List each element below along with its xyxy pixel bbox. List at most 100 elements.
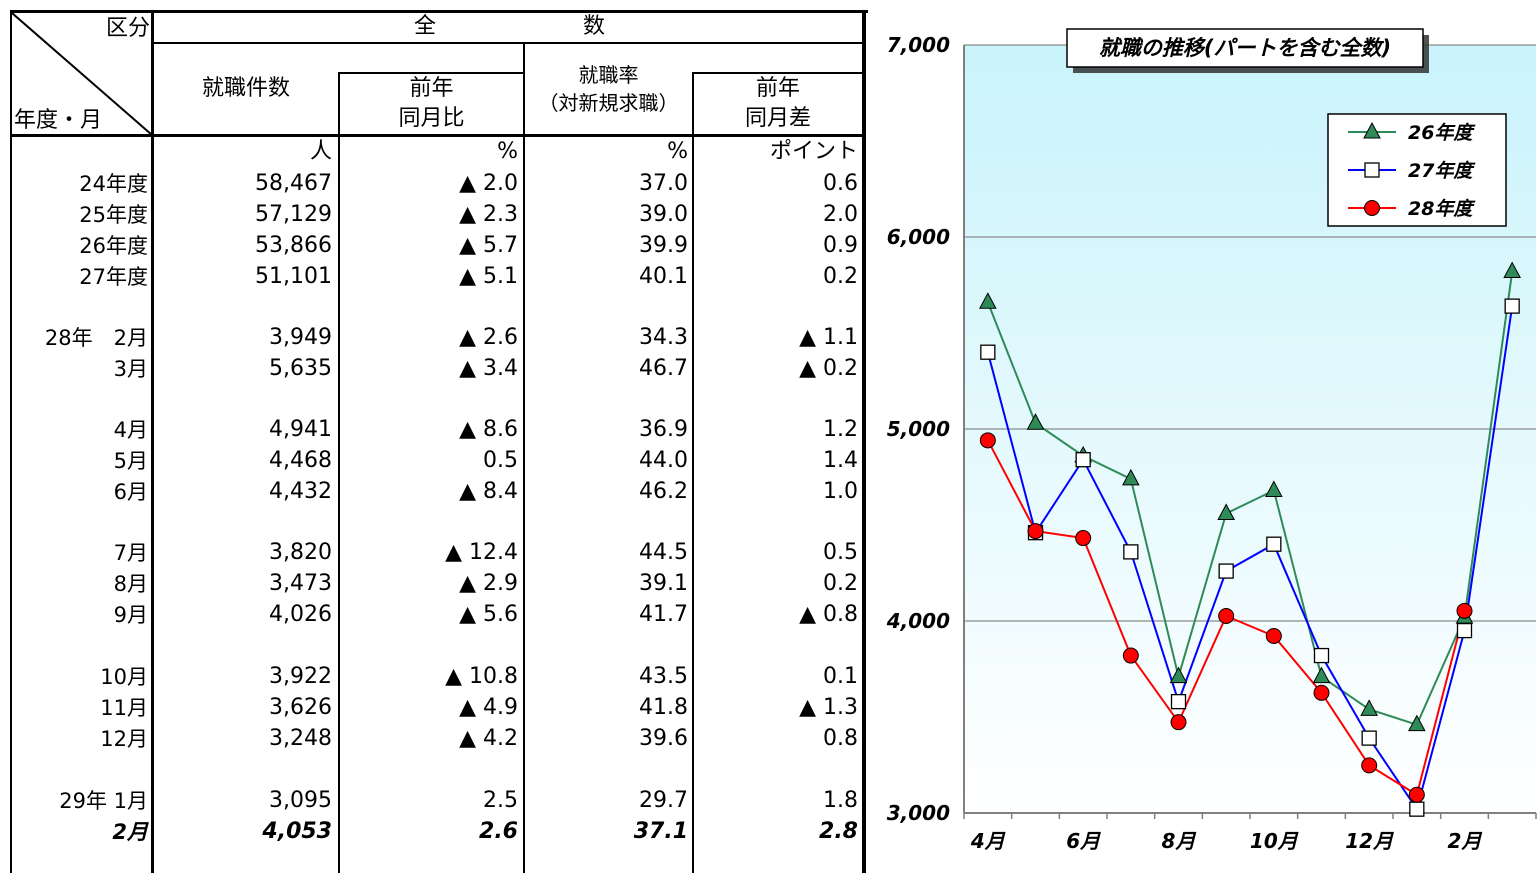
data-point (1218, 563, 1234, 579)
cell-rate-diff: 1.2 (823, 417, 858, 442)
cell-placements-yoy: ▲ 5.6 (459, 602, 518, 627)
row-label: 7月 (113, 541, 148, 565)
subheader-rule-diff (692, 72, 862, 74)
row-label: 27年度 (79, 265, 148, 289)
cell-rate: 39.0 (639, 202, 688, 227)
header-placements: 就職件数 (201, 76, 290, 101)
unit-rate: % (667, 139, 688, 164)
row-label: 29年 1月 (59, 789, 148, 813)
x-tick-label: 6月 (1066, 829, 1101, 853)
cell-rate: 36.9 (639, 417, 688, 442)
cell-rate-diff: 2.8 (819, 819, 858, 844)
header-bottom-rule (10, 134, 862, 137)
header-rate-line2: （対新規求職） (538, 91, 679, 115)
cell-rate: 40.1 (639, 264, 688, 289)
cell-rate-diff: 2.0 (823, 202, 858, 227)
corner-diagonal (12, 13, 152, 135)
x-tick-label: 10月 (1250, 829, 1299, 853)
data-point (979, 432, 996, 449)
data-point (1121, 468, 1140, 486)
cell-placements-yoy: ▲ 5.1 (459, 264, 518, 289)
cell-rate: 46.7 (639, 356, 688, 381)
cell-placements-yoy: ▲ 2.3 (459, 202, 518, 227)
cell-placements: 4,941 (269, 417, 332, 442)
cell-placements: 58,467 (255, 171, 332, 196)
data-point (1361, 757, 1378, 774)
legend-label: 28年度 (1408, 198, 1475, 220)
cell-rate-diff: ▲ 0.8 (799, 602, 858, 627)
row-label: 11月 (100, 696, 148, 720)
data-point (1026, 413, 1045, 430)
cell-rate: 39.6 (639, 726, 688, 751)
data-point (1075, 452, 1091, 468)
cell-placements-yoy: ▲ 8.6 (459, 417, 518, 442)
group-header-right: 数 (582, 14, 605, 39)
cell-rate: 41.8 (639, 695, 688, 720)
cell-rate: 44.0 (639, 448, 688, 473)
cell-rate-diff: ▲ 1.1 (799, 325, 858, 350)
cell-rate: 29.7 (639, 788, 688, 813)
cell-rate-diff: 0.6 (823, 171, 858, 196)
data-point (1408, 786, 1425, 803)
cell-rate: 37.0 (639, 171, 688, 196)
data-point (980, 344, 996, 360)
cell-placements: 5,635 (269, 356, 332, 381)
data-point (1123, 544, 1139, 560)
cell-placements-yoy: 2.5 (483, 788, 518, 813)
data-point (1170, 693, 1187, 710)
legend-label: 27年度 (1408, 160, 1475, 182)
table-top-border (10, 10, 868, 13)
cell-placements-yoy: ▲ 3.4 (459, 356, 518, 381)
chart-title: 就職の推移(パートを含む全数) (1099, 36, 1391, 60)
label-column-divider (151, 10, 154, 873)
x-tick-label: 4月 (970, 829, 1006, 853)
data-point (1217, 503, 1236, 520)
y-tick-label: 5,000 (887, 417, 950, 441)
cell-rate-diff: ▲ 1.3 (799, 695, 858, 720)
cell-rate-diff: 0.8 (823, 726, 858, 751)
data-point (1075, 530, 1092, 547)
cell-placements: 4,468 (269, 448, 332, 473)
data-point (1027, 523, 1044, 540)
cell-rate: 39.9 (639, 233, 688, 258)
legend-marker (1363, 121, 1381, 139)
col-divider-diff (692, 73, 694, 873)
cell-placements: 3,473 (269, 571, 332, 596)
cell-rate: 43.5 (639, 664, 688, 689)
row-label: 24年度 (79, 172, 148, 196)
cell-placements: 53,866 (255, 233, 332, 258)
cell-rate: 41.7 (639, 602, 688, 627)
data-point (1456, 602, 1473, 619)
row-label: 28年 2月 (44, 326, 148, 350)
data-point (1265, 627, 1282, 644)
cell-rate: 44.5 (639, 540, 688, 565)
cell-rate-diff: 0.2 (823, 264, 858, 289)
unit-placements: 人 (309, 139, 332, 164)
cell-placements: 3,949 (269, 325, 332, 350)
cell-placements-yoy: ▲ 4.9 (459, 695, 518, 720)
cell-placements: 4,026 (269, 602, 332, 627)
y-tick-label: 7,000 (887, 33, 950, 57)
cell-placements-yoy: ▲ 2.0 (459, 171, 518, 196)
cell-rate-diff: 0.9 (823, 233, 858, 258)
cell-placements: 57,129 (255, 202, 332, 227)
group-header-underline (154, 42, 862, 44)
row-label: 5月 (113, 449, 148, 473)
cell-placements: 3,248 (269, 726, 332, 751)
unit-diff: ポイント (769, 139, 858, 164)
data-point (1312, 666, 1331, 684)
cell-rate: 46.2 (639, 479, 688, 504)
cell-placements: 4,432 (269, 479, 332, 504)
col-divider-yoy (338, 73, 340, 873)
data-point (1407, 714, 1426, 732)
data-point (1313, 684, 1330, 701)
data-point (1266, 536, 1282, 552)
row-label: 25年度 (79, 203, 148, 227)
group-header-left: 全 (413, 14, 436, 39)
row-label: 12月 (100, 727, 148, 751)
corner-top-label: 区分 (105, 16, 150, 41)
data-point (1504, 298, 1520, 314)
row-label: 4月 (113, 418, 148, 442)
cell-placements-yoy: ▲ 12.4 (445, 540, 518, 565)
